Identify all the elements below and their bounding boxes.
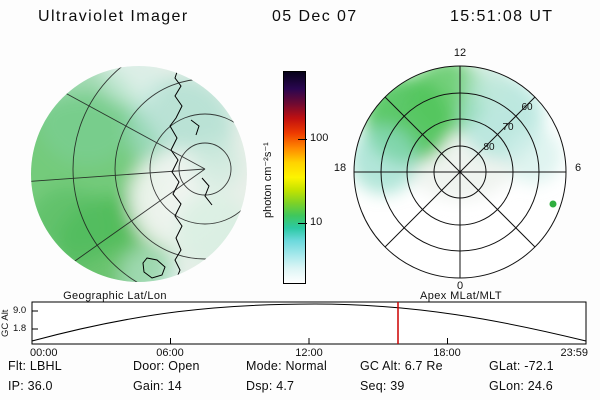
xtick-2359: 23:59 — [560, 347, 588, 359]
colorbar-tick-10-mark — [298, 223, 307, 224]
apex-polar-plot: 60 70 80 — [353, 65, 567, 279]
status-ip-label: IP: — [8, 379, 24, 393]
status-door-label: Door: — [133, 359, 165, 373]
status-gcalt: GC Alt: 6.7 Re — [360, 359, 443, 373]
orbit-altitude-curve — [31, 303, 587, 342]
status-seq-value: 39 — [390, 379, 405, 393]
geographic-projection-image — [31, 66, 247, 282]
gc-alt-ytick-top: 9.0 — [13, 305, 27, 316]
status-gain-value: 14 — [167, 379, 182, 393]
status-ip-value: 36.0 — [27, 379, 53, 393]
status-flt-label: Flt: — [8, 359, 27, 373]
status-door: Door: Open — [133, 359, 200, 373]
status-gcalt-value: 6.7 Re — [404, 359, 443, 373]
time-label: 15:51:08 UT — [450, 8, 554, 25]
gc-alt-ytick-bottom: 1.8 — [13, 323, 27, 334]
mlt-label-0: 0 — [456, 280, 464, 292]
chart-frame — [31, 301, 587, 345]
mlt-label-12: 12 — [453, 47, 467, 59]
status-glon-label: GLon: — [489, 379, 525, 393]
gc-alt-axis-label: GC Alt — [0, 309, 11, 337]
status-gain: Gain: 14 — [133, 379, 182, 393]
colorbar-gradient — [283, 71, 306, 284]
xtick-0000: 00:00 — [30, 347, 58, 359]
aurora-emission — [31, 66, 247, 282]
mlat-ring-labels: 60 70 80 — [483, 102, 533, 153]
status-glon-value: 24.6 — [527, 379, 553, 393]
status-dsp: Dsp: 4.7 — [246, 379, 294, 393]
colorbar-tick-100-mark — [298, 139, 307, 140]
mlat-mlt-grid — [353, 65, 567, 279]
status-glon: GLon: 24.6 — [489, 379, 553, 393]
status-gain-label: Gain: — [133, 379, 164, 393]
status-mode-value: Normal — [285, 359, 327, 373]
mlat-label-80: 80 — [483, 142, 495, 153]
coastline — [142, 66, 213, 281]
right-panel-caption: Apex MLat/MLT — [419, 290, 503, 302]
xtick-1800: 18:00 — [433, 347, 461, 359]
status-glat: GLat: -72.1 — [489, 359, 554, 373]
status-mode-label: Mode: — [246, 359, 282, 373]
app-title: Ultraviolet Imager — [38, 8, 189, 25]
status-flt: Flt: LBHL — [8, 359, 62, 373]
chart-ticks — [32, 310, 448, 344]
status-ip: IP: 36.0 — [8, 379, 53, 393]
status-glat-value: -72.1 — [524, 359, 554, 373]
left-panel-caption: Geographic Lat/Lon — [63, 290, 167, 302]
colorbar-units-label: photon cm⁻²s⁻¹ — [262, 142, 274, 218]
status-dsp-label: Dsp: — [246, 379, 273, 393]
status-door-value: Open — [168, 359, 200, 373]
gc-alt-chart — [31, 301, 587, 345]
date-label: 05 Dec 07 — [272, 8, 358, 25]
mlat-label-60: 60 — [521, 102, 533, 113]
xtick-1200: 12:00 — [295, 347, 323, 359]
status-dsp-value: 4.7 — [276, 379, 295, 393]
aurora-emission-polar — [354, 66, 562, 200]
colorbar: 100 10 — [283, 70, 345, 286]
mlat-label-70: 70 — [502, 122, 514, 133]
status-flt-value: LBHL — [29, 359, 62, 373]
status-seq: Seq: 39 — [360, 379, 405, 393]
mlt-label-6: 6 — [574, 162, 582, 174]
mlt-label-18: 18 — [333, 162, 347, 174]
status-glat-label: GLat: — [489, 359, 521, 373]
xtick-0600: 06:00 — [156, 347, 184, 359]
status-mode: Mode: Normal — [246, 359, 327, 373]
data-speck — [549, 200, 557, 208]
colorbar-tick-10: 10 — [310, 216, 323, 228]
colorbar-tick-100: 100 — [310, 132, 329, 144]
status-seq-label: Seq: — [360, 379, 387, 393]
status-gcalt-label: GC Alt: — [360, 359, 401, 373]
